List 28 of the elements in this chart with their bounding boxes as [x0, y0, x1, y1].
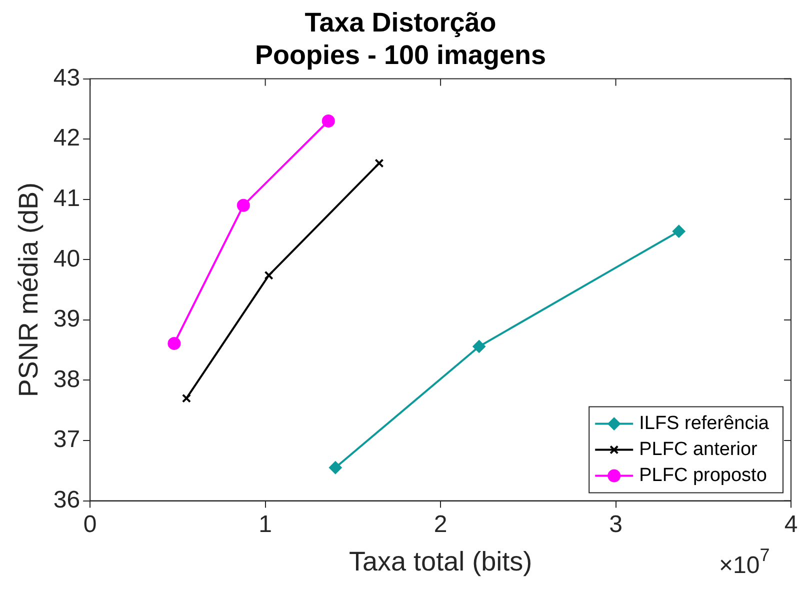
point: [374, 158, 384, 168]
point: [672, 224, 686, 238]
x-tick-label: 3: [609, 510, 622, 538]
legend-label: PLFC proposto: [639, 465, 767, 486]
y-tick-label: 37: [53, 426, 80, 454]
point: [322, 114, 335, 128]
point: [236, 198, 250, 212]
legend-label: ILFS referência: [639, 413, 770, 434]
point: [264, 270, 274, 280]
y-tick-label: 36: [53, 486, 80, 514]
y-tick-label: 39: [53, 306, 80, 333]
point: [182, 394, 192, 403]
point: [472, 340, 486, 353]
legend-label: PLFC anterior: [639, 439, 758, 460]
x-tick-label: 2: [434, 510, 448, 538]
point: [168, 336, 181, 350]
y-tick-label: 43: [53, 64, 80, 92]
x-axis-title: Taxa total (bits): [349, 546, 532, 576]
y-tick-label: 38: [53, 366, 80, 393]
y-tick-label: 42: [53, 124, 80, 152]
y-tick-label: 40: [53, 245, 80, 272]
chart-title: Taxa Distorção Poopies - 100 imagens: [254, 8, 546, 70]
x-tick-label: 4: [784, 510, 798, 538]
x-tick-label: 0: [83, 510, 97, 538]
point: [328, 461, 342, 474]
y-axis-title: PSNR média (dB): [14, 182, 44, 398]
y-tick-label: 41: [53, 184, 80, 212]
x-tick-label: 1: [258, 510, 272, 538]
